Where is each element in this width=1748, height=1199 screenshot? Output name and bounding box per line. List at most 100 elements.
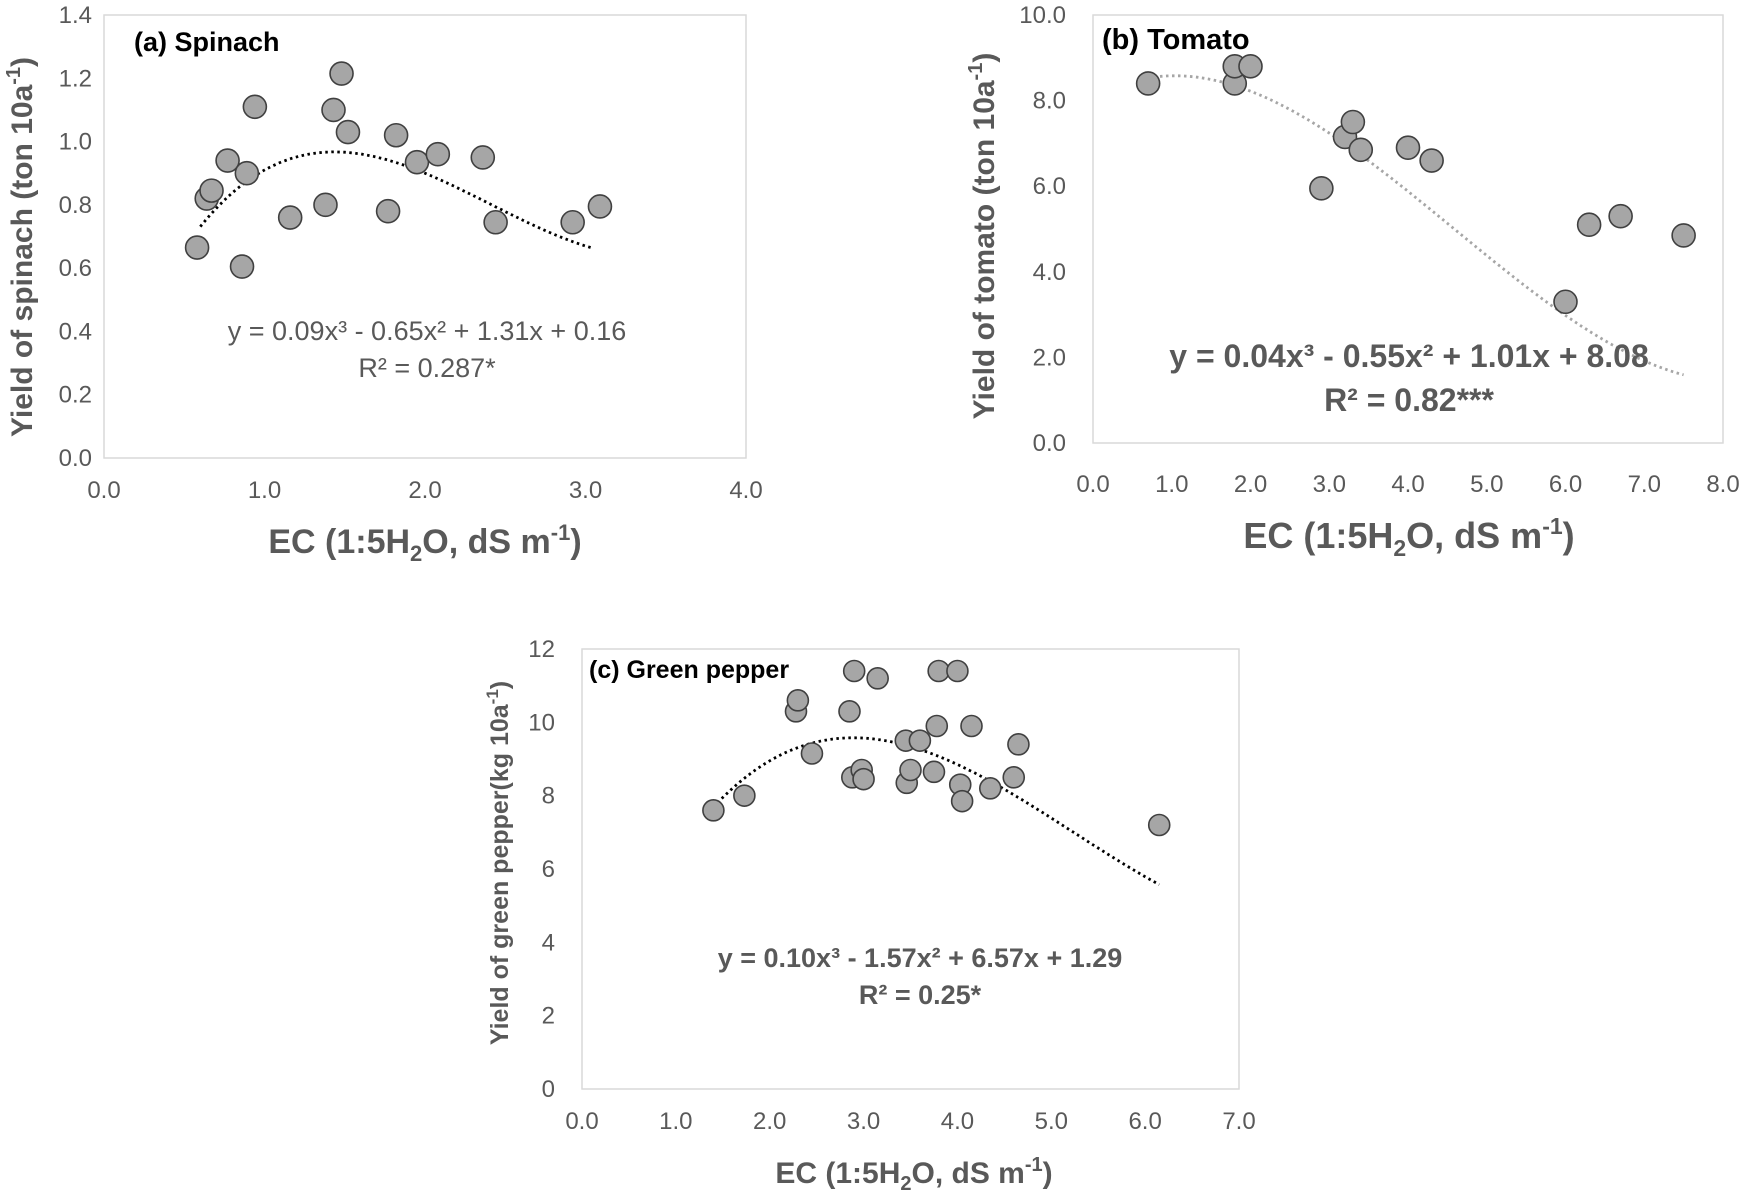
tomato-x-axis-label: EC (1:5H2O, dS m-1) xyxy=(1243,513,1574,561)
spinach-data-point xyxy=(375,198,401,224)
tomato-y-tick-label: 4.0 xyxy=(1033,259,1066,286)
green-pepper-xlabel-close: ) xyxy=(1043,1157,1053,1190)
green-pepper-x-tick-label: 3.0 xyxy=(847,1108,880,1135)
green-pepper-equation: y = 0.10x³ - 1.57x² + 6.57x + 1.29 xyxy=(718,943,1123,973)
tomato-x-tick-label: 5.0 xyxy=(1470,471,1503,498)
green-pepper-data-point xyxy=(733,784,756,807)
spinach-panel: (a) Spinach 0.0 0.2 0.4 0.6 0.8 1.0 1.2 1.4 0.0… xyxy=(3,2,763,566)
green-pepper-x-tick-label: 6.0 xyxy=(1128,1108,1161,1135)
green-pepper-data-point xyxy=(800,742,824,765)
spinach-data-point xyxy=(184,235,210,260)
spinach-points xyxy=(184,61,613,279)
spinach-data-point xyxy=(425,141,451,167)
tomato-plot-frame xyxy=(1092,14,1724,444)
spinach-r2: R² = 0.287* xyxy=(358,353,496,383)
green-pepper-ylabel-main: Yield of green pepper(kg 10a xyxy=(486,703,514,1045)
green-pepper-data-point xyxy=(925,714,949,738)
tomato-y-tick-label: 8.0 xyxy=(1033,88,1066,115)
green-pepper-x-axis-label: EC (1:5H2O, dS m-1) xyxy=(775,1154,1052,1195)
spinach-x-tick-label: 0.0 xyxy=(87,477,120,504)
green-pepper-plot-frame xyxy=(581,648,1240,1090)
green-pepper-x-tick-label: 5.0 xyxy=(1035,1108,1068,1135)
spinach-y-ticks: 0.0 0.2 0.4 0.6 0.8 1.0 1.2 1.4 xyxy=(59,2,92,472)
green-pepper-ylabel-sup: -1 xyxy=(483,689,502,704)
green-pepper-ylabel-close: ) xyxy=(486,681,514,689)
spinach-xlabel-end: O, dS m xyxy=(422,523,550,561)
tomato-x-tick-label: 8.0 xyxy=(1706,471,1739,498)
spinach-xlabel-close: ) xyxy=(570,523,581,561)
tomato-data-point xyxy=(1348,137,1374,163)
tomato-xlabel-sup: -1 xyxy=(1542,513,1563,539)
green-pepper-data-point xyxy=(950,789,974,813)
green-pepper-data-point xyxy=(1002,766,1026,789)
spinach-ylabel-main: Yield of spinach (ton 10a xyxy=(6,84,39,437)
tomato-x-ticks: 0.0 1.0 2.0 3.0 4.0 5.0 6.0 7.0 8.0 xyxy=(1076,471,1739,498)
green-pepper-data-point xyxy=(1147,813,1171,837)
green-pepper-x-tick-label: 2.0 xyxy=(753,1108,786,1135)
green-pepper-y-tick-label: 12 xyxy=(528,636,555,663)
green-pepper-y-axis-label: Yield of green pepper(kg 10a-1) xyxy=(483,681,514,1045)
green-pepper-data-point xyxy=(946,659,969,683)
spinach-data-point xyxy=(587,194,613,219)
green-pepper-data-point xyxy=(842,659,866,683)
green-pepper-xlabel-main: EC (1:5H xyxy=(775,1157,900,1190)
green-pepper-xlabel-sup: -1 xyxy=(1025,1154,1043,1176)
spinach-y-tick-label: 0.2 xyxy=(59,382,92,409)
green-pepper-points xyxy=(702,659,1171,837)
tomato-title: (b) Tomato xyxy=(1102,24,1250,56)
spinach-y-tick-label: 0.6 xyxy=(59,255,92,282)
tomato-x-tick-label: 2.0 xyxy=(1234,471,1267,498)
green-pepper-data-point xyxy=(922,760,946,784)
spinach-data-point xyxy=(234,160,260,186)
tomato-xlabel-close: ) xyxy=(1563,515,1575,556)
tomato-y-tick-label: 6.0 xyxy=(1033,173,1066,200)
green-pepper-x-tick-label: 4.0 xyxy=(941,1108,974,1135)
tomato-xlabel-sub: 2 xyxy=(1393,535,1406,561)
tomato-x-tick-label: 3.0 xyxy=(1313,471,1346,498)
green-pepper-y-tick-label: 10 xyxy=(528,709,555,736)
spinach-y-tick-label: 0.8 xyxy=(59,192,92,219)
tomato-trendline xyxy=(1147,74,1684,377)
green-pepper-data-point xyxy=(1007,733,1030,756)
spinach-y-tick-label: 0.0 xyxy=(59,445,92,472)
tomato-ylabel-sup: -1 xyxy=(965,63,987,81)
tomato-data-point xyxy=(1135,71,1161,96)
green-pepper-y-ticks: 0 2 4 6 8 10 12 xyxy=(528,636,555,1103)
spinach-title: (a) Spinach xyxy=(134,27,280,57)
green-pepper-data-point xyxy=(899,758,922,782)
green-pepper-r2: R² = 0.25* xyxy=(859,980,982,1010)
spinach-x-ticks: 0.0 1.0 2.0 3.0 4.0 xyxy=(87,477,762,504)
spinach-ylabel-close: ) xyxy=(6,57,39,67)
spinach-xlabel-sup: -1 xyxy=(551,520,571,545)
spinach-y-tick-label: 0.4 xyxy=(59,318,92,345)
tomato-data-point xyxy=(1395,135,1421,160)
tomato-x-tick-label: 7.0 xyxy=(1628,471,1661,498)
green-pepper-data-point xyxy=(978,777,1002,800)
tomato-xlabel-end: O, dS m xyxy=(1406,515,1542,556)
spinach-x-axis-label: EC (1:5H2O, dS m-1) xyxy=(268,520,581,566)
green-pepper-data-point xyxy=(960,714,983,738)
tomato-data-point xyxy=(1419,148,1444,173)
green-pepper-data-point xyxy=(838,700,861,723)
tomato-y-ticks: 0.0 2.0 4.0 6.0 8.0 10.0 xyxy=(1019,2,1066,457)
tomato-data-point xyxy=(1340,109,1366,135)
tomato-equation: y = 0.04x³ - 0.55x² + 1.01x + 8.08 xyxy=(1169,338,1648,374)
tomato-r2: R² = 0.82*** xyxy=(1324,382,1494,418)
green-pepper-data-point xyxy=(786,689,810,712)
spinach-y-tick-label: 1.4 xyxy=(59,2,92,29)
spinach-data-point xyxy=(277,205,303,230)
green-pepper-data-point xyxy=(702,799,725,822)
spinach-trendline xyxy=(199,150,594,250)
spinach-plot-frame xyxy=(103,14,747,459)
spinach-data-point xyxy=(335,119,361,145)
tomato-data-point xyxy=(1309,176,1334,201)
green-pepper-y-tick-label: 6 xyxy=(542,856,555,883)
tomato-y-tick-label: 10.0 xyxy=(1019,2,1066,29)
spinach-y-tick-label: 1.0 xyxy=(59,129,92,156)
spinach-xlabel-main: EC (1:5H xyxy=(268,523,410,561)
green-pepper-trendline xyxy=(712,736,1160,886)
tomato-x-tick-label: 4.0 xyxy=(1391,471,1424,498)
spinach-data-point xyxy=(215,148,240,173)
tomato-x-tick-label: 6.0 xyxy=(1549,471,1582,498)
